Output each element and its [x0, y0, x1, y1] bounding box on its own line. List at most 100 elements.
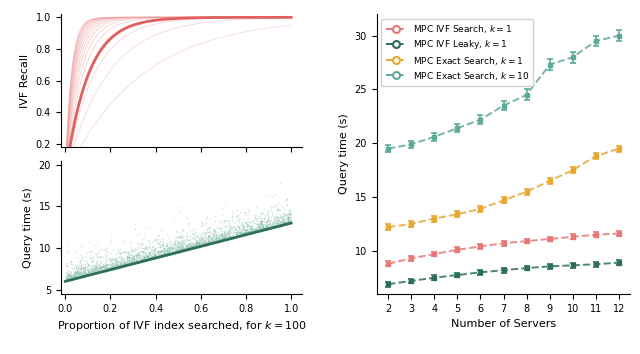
Point [83, 261, 93, 267]
Point [188, 242, 198, 248]
Point [151, 236, 161, 242]
Point [72, 271, 82, 276]
Point [219, 235, 229, 241]
Point [156, 249, 166, 255]
Point [203, 225, 213, 231]
Point [72, 270, 82, 276]
Point [275, 223, 285, 228]
Point [182, 233, 192, 238]
Point [150, 252, 161, 257]
Point [85, 269, 95, 274]
Point [230, 233, 240, 239]
Point [122, 261, 132, 266]
Point [81, 272, 92, 277]
Point [122, 251, 132, 256]
Point [216, 224, 226, 230]
Point [99, 266, 109, 272]
Point [251, 221, 261, 227]
Point [84, 271, 95, 276]
Point [248, 228, 258, 233]
Point [282, 221, 292, 227]
Point [285, 218, 296, 224]
Point [165, 240, 175, 246]
Point [164, 250, 174, 255]
Point [127, 257, 137, 263]
Point [265, 223, 275, 228]
Point [266, 224, 276, 230]
Point [175, 244, 186, 249]
Point [150, 252, 160, 258]
Point [72, 270, 83, 275]
Point [164, 247, 175, 252]
Point [230, 217, 241, 223]
Point [189, 242, 199, 248]
Point [235, 229, 245, 234]
Point [268, 211, 278, 217]
Point [191, 241, 202, 247]
Point [274, 207, 284, 213]
Point [136, 241, 146, 246]
Point [244, 226, 255, 232]
Point [243, 228, 253, 234]
Point [99, 267, 109, 272]
Point [65, 275, 76, 281]
Point [175, 241, 185, 246]
Point [94, 265, 104, 271]
Point [216, 233, 227, 239]
Point [127, 261, 138, 267]
Point [269, 224, 280, 229]
Point [145, 251, 156, 257]
Point [166, 250, 176, 256]
Point [157, 242, 168, 247]
Point [115, 249, 125, 255]
Point [240, 232, 250, 237]
Point [266, 206, 276, 211]
Point [237, 231, 247, 237]
Point [255, 228, 265, 234]
Point [67, 276, 77, 282]
Point [194, 241, 204, 247]
Point [184, 223, 195, 228]
Point [86, 270, 97, 276]
Point [113, 265, 123, 270]
Point [74, 270, 84, 276]
Point [260, 222, 270, 228]
Point [118, 261, 129, 267]
Point [202, 214, 212, 219]
Point [100, 266, 110, 271]
Point [195, 238, 205, 244]
Point [125, 258, 136, 264]
Point [180, 238, 190, 243]
Point [147, 254, 157, 260]
Point [205, 224, 215, 230]
Point [227, 235, 237, 241]
Point [248, 212, 259, 218]
Point [106, 265, 116, 270]
Point [223, 232, 234, 238]
Point [257, 217, 267, 223]
Point [253, 223, 263, 229]
Point [125, 243, 136, 249]
Point [150, 236, 160, 241]
Point [267, 224, 277, 230]
Point [124, 257, 134, 262]
Point [157, 251, 168, 257]
Point [179, 247, 189, 253]
Point [157, 253, 168, 258]
Point [140, 253, 150, 259]
Point [104, 256, 114, 262]
Point [74, 271, 84, 276]
Point [233, 212, 243, 218]
Point [238, 216, 248, 222]
Point [104, 259, 115, 265]
Point [125, 239, 135, 244]
Point [212, 238, 222, 244]
Point [161, 241, 172, 246]
Point [221, 235, 232, 241]
Point [209, 234, 219, 240]
Point [218, 212, 228, 218]
Point [104, 264, 115, 270]
Point [257, 225, 267, 230]
Point [131, 259, 141, 265]
Point [282, 197, 292, 203]
